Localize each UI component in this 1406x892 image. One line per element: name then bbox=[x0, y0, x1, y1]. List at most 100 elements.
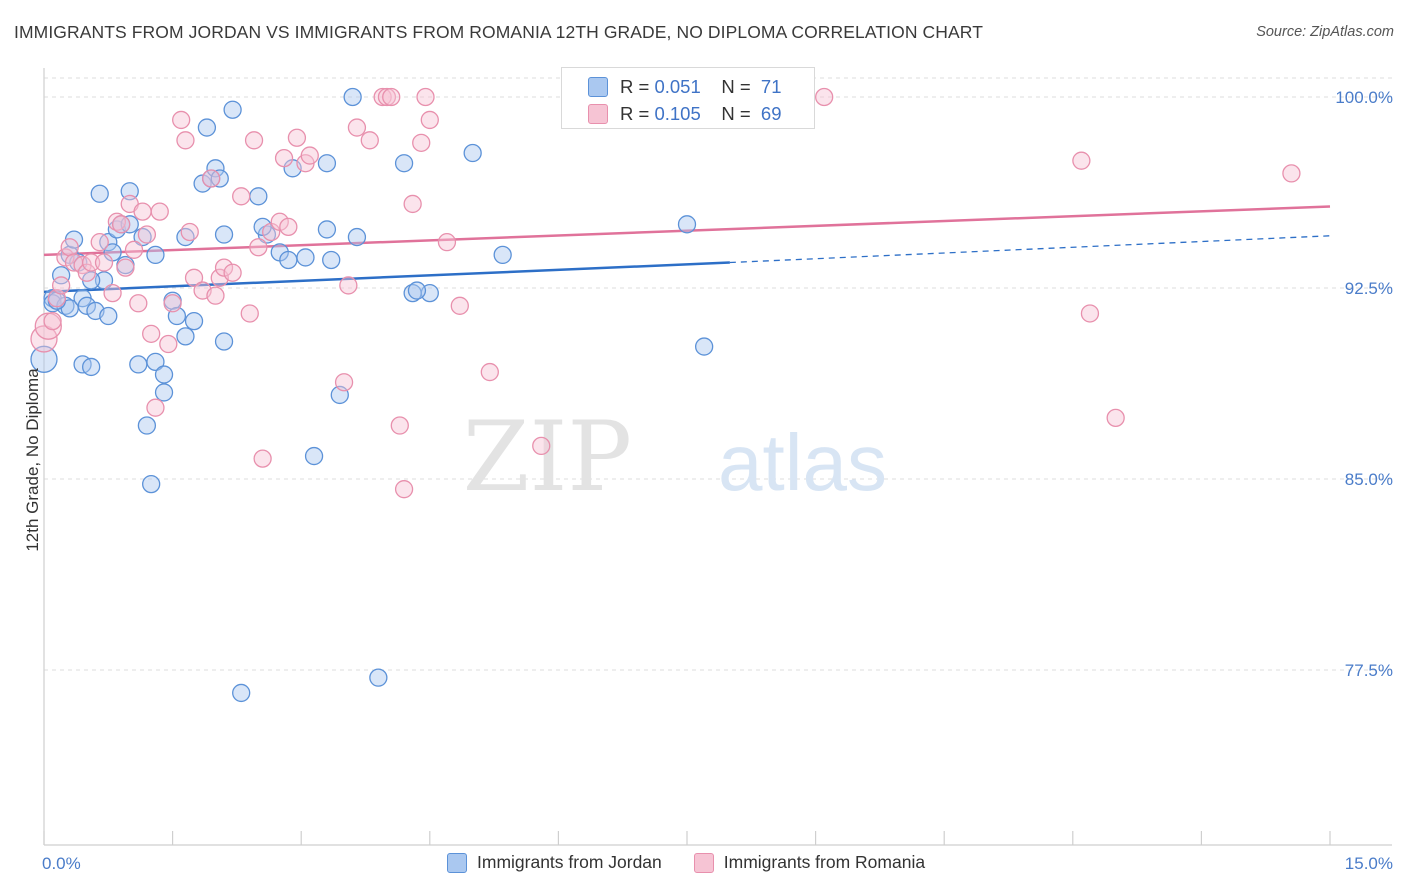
jordan-point bbox=[94, 271, 114, 290]
romania-swatch bbox=[588, 104, 608, 124]
romania-point bbox=[360, 131, 379, 150]
romania-r-label: R = bbox=[620, 103, 655, 124]
romania-point bbox=[403, 194, 422, 214]
romania-point bbox=[214, 258, 234, 277]
romania-point bbox=[249, 238, 268, 257]
jordan-swatch bbox=[588, 77, 608, 97]
tick-labels: 100.0% 92.5% 85.0% 77.5% 0.0% 15.0% bbox=[42, 88, 1393, 873]
watermark-zip: ZIP bbox=[463, 401, 632, 513]
romania-point bbox=[142, 324, 161, 343]
romania-point bbox=[382, 87, 401, 107]
romania-point bbox=[206, 286, 225, 305]
romania-point bbox=[270, 212, 289, 231]
jordan-trend-line bbox=[43, 261, 730, 294]
romania-point bbox=[339, 276, 358, 295]
jordan-point bbox=[82, 357, 101, 377]
romania-trend-line bbox=[43, 205, 1331, 257]
romania-point bbox=[240, 304, 259, 323]
romania-point bbox=[43, 311, 62, 331]
legend-item-romania[interactable]: Immigrants from Romania bbox=[693, 852, 925, 873]
romania-point bbox=[334, 373, 354, 392]
jordan-point bbox=[677, 215, 697, 234]
romania-point bbox=[390, 416, 409, 435]
jordan-point bbox=[90, 184, 109, 203]
jordan-r-label: R = bbox=[620, 76, 655, 97]
chart-title: IMMIGRANTS FROM JORDAN VS IMMIGRANTS FRO… bbox=[14, 22, 983, 42]
watermark-atlas: atlas bbox=[718, 418, 887, 507]
y-tick-label: 92.5% bbox=[1345, 279, 1393, 298]
jordan-r-value: 0.051 bbox=[654, 76, 701, 97]
romania-point bbox=[377, 87, 397, 107]
romania-n-value: 69 bbox=[760, 103, 782, 124]
romania-point bbox=[480, 362, 499, 382]
jordan-point bbox=[369, 668, 388, 687]
romania-point bbox=[202, 169, 221, 188]
romania-point bbox=[176, 131, 195, 150]
jordan-point bbox=[296, 248, 315, 267]
romania-point bbox=[90, 233, 109, 252]
x-tick-label: 0.0% bbox=[42, 854, 81, 873]
romania-point bbox=[112, 215, 131, 234]
romania-n-label: N = bbox=[721, 103, 756, 124]
romania-point bbox=[180, 222, 199, 242]
jordan-point bbox=[137, 416, 157, 435]
data-points bbox=[30, 87, 1301, 703]
romania-point bbox=[133, 202, 152, 221]
jordan-n-label: N = bbox=[721, 76, 756, 97]
romania-point bbox=[532, 436, 551, 456]
jordan-point bbox=[394, 154, 414, 173]
jordan-point bbox=[232, 683, 251, 703]
romania-point bbox=[279, 217, 298, 237]
y-tick-label: 85.0% bbox=[1345, 470, 1393, 489]
jordan-point bbox=[304, 446, 324, 466]
jordan-point bbox=[184, 311, 204, 331]
romania-point bbox=[287, 128, 307, 147]
romania-point bbox=[1072, 151, 1091, 170]
jordan-point bbox=[322, 250, 341, 270]
romania-point bbox=[416, 87, 435, 107]
romania-point bbox=[56, 248, 75, 267]
stats-row-jordan: R = 0.051 N = 71 bbox=[588, 76, 781, 98]
jordan-point bbox=[176, 327, 195, 346]
romania-point bbox=[274, 148, 294, 168]
jordan-point bbox=[154, 365, 174, 384]
romania-point bbox=[163, 294, 182, 313]
romania-point bbox=[244, 131, 264, 150]
legend-jordan-label: Immigrants from Jordan bbox=[477, 852, 662, 872]
y-tick-label: 77.5% bbox=[1345, 661, 1393, 680]
jordan-point bbox=[51, 266, 71, 285]
romania-point bbox=[1106, 408, 1125, 428]
jordan-point bbox=[146, 352, 165, 372]
stats-legend: R = 0.051 N = 71 R = 0.105 N = 69 bbox=[561, 67, 815, 129]
romania-point bbox=[150, 202, 169, 221]
bottom-legend: Immigrants from Jordan Immigrants from R… bbox=[447, 852, 947, 873]
romania-point bbox=[420, 110, 439, 130]
romania-point bbox=[116, 258, 135, 277]
jordan-point bbox=[347, 227, 367, 247]
gridlines bbox=[44, 77, 1392, 671]
romania-point bbox=[253, 449, 272, 468]
axes bbox=[43, 68, 1392, 846]
romania-point bbox=[437, 233, 457, 252]
romania-point bbox=[815, 87, 834, 107]
y-tick-label: 100.0% bbox=[1335, 88, 1393, 107]
jordan-point bbox=[253, 217, 272, 237]
jordan-point bbox=[493, 245, 512, 265]
romania-point bbox=[412, 133, 431, 152]
jordan-n-value: 71 bbox=[760, 76, 782, 97]
romania-point bbox=[1282, 164, 1301, 183]
romania-point bbox=[124, 240, 144, 259]
romania-r-value: 0.105 bbox=[654, 103, 701, 124]
romania-point bbox=[232, 187, 251, 206]
stats-row-romania: R = 0.105 N = 69 bbox=[588, 103, 781, 125]
romania-point bbox=[103, 283, 122, 303]
jordan-trend-extension bbox=[729, 235, 1331, 264]
jordan-point bbox=[197, 118, 217, 137]
legend-item-jordan[interactable]: Immigrants from Jordan bbox=[447, 852, 662, 873]
romania-point bbox=[77, 263, 97, 282]
romania-point bbox=[450, 296, 469, 315]
jordan-point bbox=[343, 87, 362, 107]
romania-point bbox=[223, 263, 242, 282]
source-label: Source: ZipAtlas.com bbox=[1256, 24, 1394, 40]
